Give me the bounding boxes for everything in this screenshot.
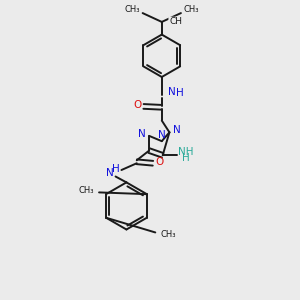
Text: NH: NH — [178, 147, 193, 157]
Text: CH₃: CH₃ — [160, 230, 176, 239]
Text: H: H — [176, 88, 184, 98]
Text: N: N — [138, 128, 146, 139]
Text: N: N — [173, 125, 181, 135]
Text: O: O — [133, 100, 141, 110]
Text: H: H — [112, 164, 120, 174]
Text: O: O — [155, 158, 164, 167]
Text: N: N — [158, 130, 166, 140]
Text: H: H — [182, 153, 190, 163]
Text: N: N — [168, 87, 176, 97]
Text: CH₃: CH₃ — [184, 5, 200, 14]
Text: CH₃: CH₃ — [124, 5, 140, 14]
Text: CH₃: CH₃ — [78, 185, 94, 194]
Text: N: N — [106, 168, 114, 178]
Text: CH: CH — [169, 17, 182, 26]
